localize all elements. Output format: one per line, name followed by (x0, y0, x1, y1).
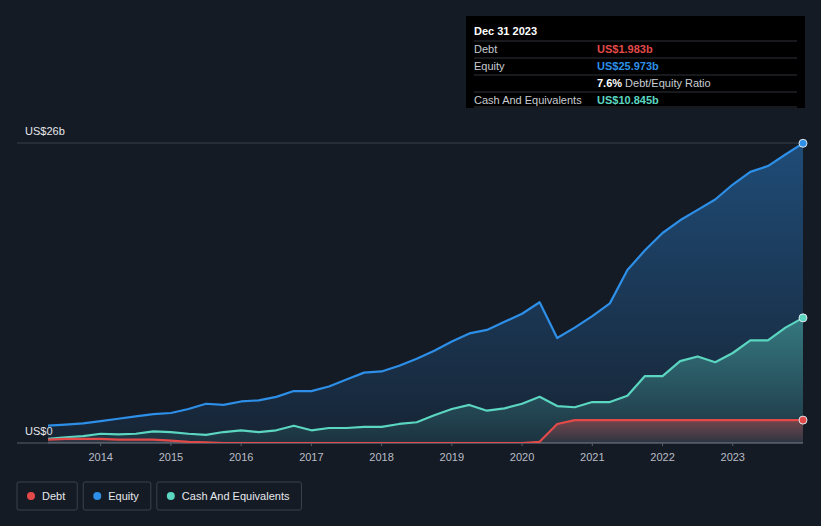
legend-swatch (27, 492, 35, 500)
chart: US$0US$26b201420152016201720182019202020… (0, 0, 821, 526)
x-tick-label: 2021 (580, 451, 604, 463)
x-tick (311, 443, 312, 446)
tooltip-label: Equity (474, 60, 505, 72)
tooltip-box (466, 16, 805, 108)
tooltip-value: US$10.845b (597, 94, 659, 106)
tooltip-separator (474, 41, 797, 42)
legend-item[interactable]: Equity (83, 482, 151, 510)
x-tick (592, 443, 593, 446)
x-tick (732, 443, 733, 446)
background (0, 0, 821, 526)
y-grid: US$0US$26b (17, 125, 803, 443)
x-tick (522, 443, 523, 446)
tooltip-ratio-label: Debt/Equity Ratio (625, 77, 711, 89)
tooltip-date: Dec 31 2023 (474, 25, 537, 37)
x-tick (100, 443, 101, 446)
x-tick-label: 2019 (440, 451, 464, 463)
legend-label: Equity (108, 490, 139, 502)
tooltip-label: Debt (474, 43, 497, 55)
x-tick (451, 443, 452, 446)
tooltip-separator (474, 92, 797, 93)
plot-area (48, 143, 803, 443)
x-tick-label: 2018 (369, 451, 393, 463)
tooltip-value: US$1.983b (597, 43, 653, 55)
line (48, 420, 803, 443)
end-point (799, 314, 807, 322)
x-tick-label: 2022 (650, 451, 674, 463)
x-tick (241, 443, 242, 446)
legend-label: Debt (42, 490, 65, 502)
end-point (799, 139, 807, 147)
legend-label: Cash And Equivalents (182, 490, 290, 502)
x-tick-label: 2020 (510, 451, 534, 463)
y-tick-label: US$26b (25, 125, 65, 137)
x-axis: 2014 2015 2016 2017 2018 2019 2020 2021 2022 2023 (88, 443, 745, 463)
tooltip-separator (474, 107, 797, 108)
tooltip-label: Cash And Equivalents (474, 94, 582, 106)
x-tick-label: 2014 (88, 451, 112, 463)
end-point (799, 416, 807, 424)
legend-box[interactable] (157, 482, 302, 510)
line (48, 143, 803, 425)
tooltip-separator (474, 58, 797, 59)
x-tick (170, 443, 171, 446)
legend-box[interactable] (83, 482, 151, 510)
legend: Debt Equity Cash And Equivalents (17, 482, 301, 510)
tooltip-ratio-value: 7.6% (597, 77, 622, 89)
legend-box[interactable] (17, 482, 77, 510)
grid-line (17, 143, 803, 144)
x-tick-label: 2023 (721, 451, 745, 463)
tooltip: Dec 31 2023 Debt US$1.983b Equity US$25.973b… (466, 16, 805, 108)
x-tick (662, 443, 663, 446)
area (48, 318, 803, 443)
legend-swatch (167, 492, 175, 500)
x-tick (381, 443, 382, 446)
tooltip-value: US$25.973b (597, 60, 659, 72)
area (48, 143, 803, 443)
legend-swatch (93, 492, 101, 500)
x-tick-label: 2015 (159, 451, 183, 463)
legend-item[interactable]: Cash And Equivalents (157, 482, 302, 510)
legend-item[interactable]: Debt (17, 482, 77, 510)
x-tick-label: 2016 (229, 451, 253, 463)
tooltip-separator (474, 75, 797, 76)
x-tick-label: 2017 (299, 451, 323, 463)
